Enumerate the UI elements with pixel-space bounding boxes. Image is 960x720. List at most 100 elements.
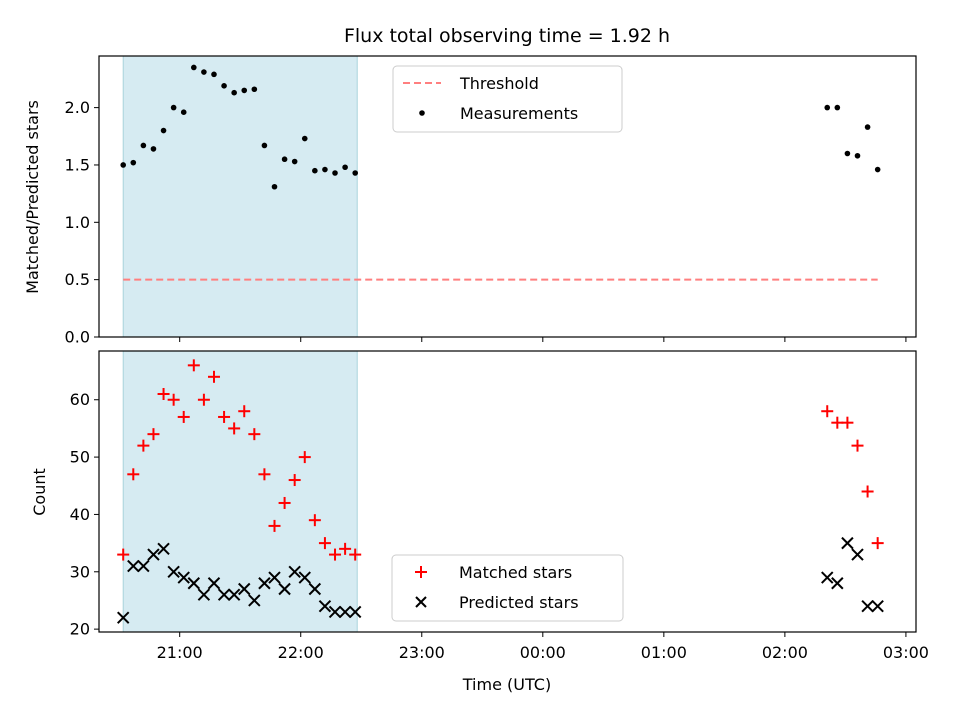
predicted-star-point (288, 565, 301, 578)
measurement-point (140, 142, 147, 149)
predicted-star-point (841, 536, 854, 550)
predicted-star-point (147, 548, 160, 561)
measurement-point (342, 164, 348, 171)
matched-star-point (339, 542, 352, 555)
matched-star-point (831, 416, 844, 429)
measurement-point (170, 104, 177, 111)
predicted-star-point (328, 605, 342, 619)
matched-star-point (228, 422, 241, 435)
matched-star-point (248, 428, 261, 441)
matched-star-point (841, 416, 854, 429)
predicted-star-point (268, 571, 281, 584)
top-y-ticks: 0.0 0.5 1.0 1.5 2.0 (65, 98, 99, 347)
y-tick-label: 2.0 (65, 98, 90, 117)
measurement-point (322, 166, 328, 173)
measurement-point (834, 104, 841, 111)
matched-star-point (197, 393, 210, 406)
predicted-star-point (187, 577, 201, 590)
count-series (117, 359, 884, 624)
predicted-star-point (177, 571, 190, 584)
predicted-star-point (207, 577, 221, 590)
measurement-point (130, 159, 137, 166)
y-tick-label: 1.0 (65, 213, 90, 232)
predicted-star-point (851, 548, 864, 561)
ratio-series (120, 64, 881, 281)
x-tick-label: 03:00 (883, 643, 929, 662)
legend-matched-label: Matched stars (459, 563, 572, 582)
matched-star-point (298, 451, 311, 464)
matched-star-point (851, 439, 864, 452)
measurement-point (332, 170, 338, 176)
measurement-point (291, 158, 298, 165)
measurement-point (352, 170, 358, 176)
matched-star-point (137, 439, 150, 452)
measurement-point (211, 71, 217, 78)
bottom-legend: Matched stars Predicted stars (391, 554, 624, 622)
predicted-star-point (167, 565, 180, 578)
measurement-point (180, 109, 187, 115)
matched-star-point (147, 428, 160, 441)
matched-star-point (821, 405, 834, 418)
measurement-point (261, 142, 268, 149)
measurements-legend-swatch (419, 110, 425, 116)
y-tick-label: 1.5 (65, 155, 90, 174)
predicted-star-point (137, 559, 150, 573)
matched-star-point (157, 388, 170, 401)
predicted-star-point (298, 571, 311, 584)
predicted-star-point (248, 594, 261, 607)
matched-star-point (329, 548, 342, 561)
predicted-star-point (308, 582, 322, 596)
bottom-x-ticks: 21:00 22:00 23:00 00:00 01:00 02:00 03:00 (157, 632, 929, 662)
ratio-panel: 0.00.51.01.52.0 Matched/Predicted stars … (23, 55, 917, 347)
matched-star-point (349, 548, 362, 561)
matched-legend-swatch (415, 566, 427, 578)
matched-star-point (187, 359, 200, 372)
matched-star-point (861, 485, 874, 498)
measurement-point (874, 166, 881, 173)
x-tick-label: 21:00 (157, 643, 203, 662)
predicted-star-point (258, 577, 271, 590)
predicted-star-point (871, 599, 884, 613)
predicted-star-point (197, 588, 211, 601)
x-tick-label: 02:00 (762, 643, 808, 662)
measurement-point (231, 89, 237, 96)
matched-star-point (238, 405, 251, 418)
measurement-point (281, 156, 288, 163)
predicted-star-point (227, 588, 241, 601)
predicted-star-point (127, 559, 140, 573)
predicted-star-point (831, 577, 844, 590)
bottom-plot-frame (98, 350, 917, 633)
y-tick-label: 30 (70, 562, 90, 581)
predicted-star-point (117, 611, 130, 624)
matched-star-point (258, 468, 271, 481)
legend-predicted-label: Predicted stars (459, 593, 579, 612)
matched-star-point (278, 496, 291, 509)
top-legend-box (392, 65, 623, 133)
top-x-ticks (179, 337, 907, 342)
matched-star-point (117, 548, 130, 561)
measurement-point (271, 183, 278, 190)
predicted-star-point (157, 542, 170, 556)
matched-star-point (308, 514, 321, 527)
measurement-point (864, 124, 871, 130)
measurement-point (312, 167, 318, 174)
predicted-star-point (338, 605, 352, 619)
measurement-point (824, 104, 831, 111)
measurement-point (120, 162, 127, 168)
predicted-star-point (238, 582, 251, 596)
measurement-point (854, 152, 861, 159)
measurement-point (150, 146, 157, 152)
x-axis-label: Time (UTC) (462, 675, 551, 694)
y-tick-label: 20 (70, 620, 90, 639)
top-observing-window (122, 55, 358, 338)
x-tick-label: 01:00 (641, 643, 687, 662)
matched-star-point (268, 519, 281, 532)
predicted-star-point (821, 571, 834, 584)
predicted-star-point (217, 588, 231, 601)
measurement-point (160, 127, 167, 134)
legend-threshold-label: Threshold (459, 74, 539, 93)
matched-star-point (318, 537, 331, 550)
matched-star-point (207, 370, 220, 383)
matched-star-point (871, 537, 884, 550)
